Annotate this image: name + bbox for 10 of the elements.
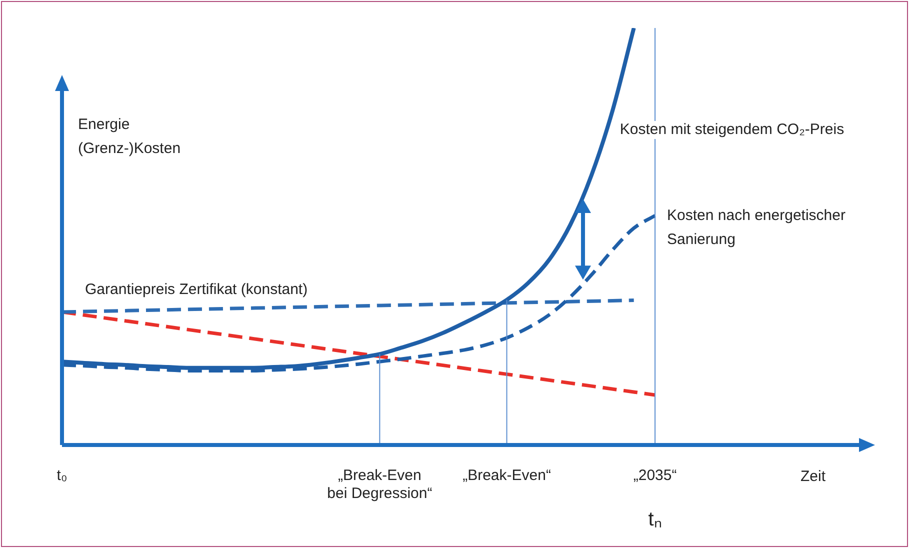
text: Zeit bbox=[800, 468, 826, 486]
series-label: Garantiepreis Zertifikat (konstant) bbox=[85, 281, 308, 298]
text: tₙ bbox=[648, 508, 662, 531]
y-axis-title: Energie (Grenz-)Kosten bbox=[78, 116, 181, 158]
x-tick-label: t₀ bbox=[56, 467, 68, 484]
x-tick-label: „2035“ bbox=[633, 467, 677, 484]
x-tick-label: „Break-Even“ bbox=[462, 467, 551, 484]
x-tick-label: „Break-Even bei Degression“ bbox=[327, 467, 432, 502]
series-label: Kosten nach energetischer Sanierung bbox=[667, 206, 846, 248]
series-label: Kosten mit steigendem CO₂-Preis bbox=[620, 121, 844, 138]
